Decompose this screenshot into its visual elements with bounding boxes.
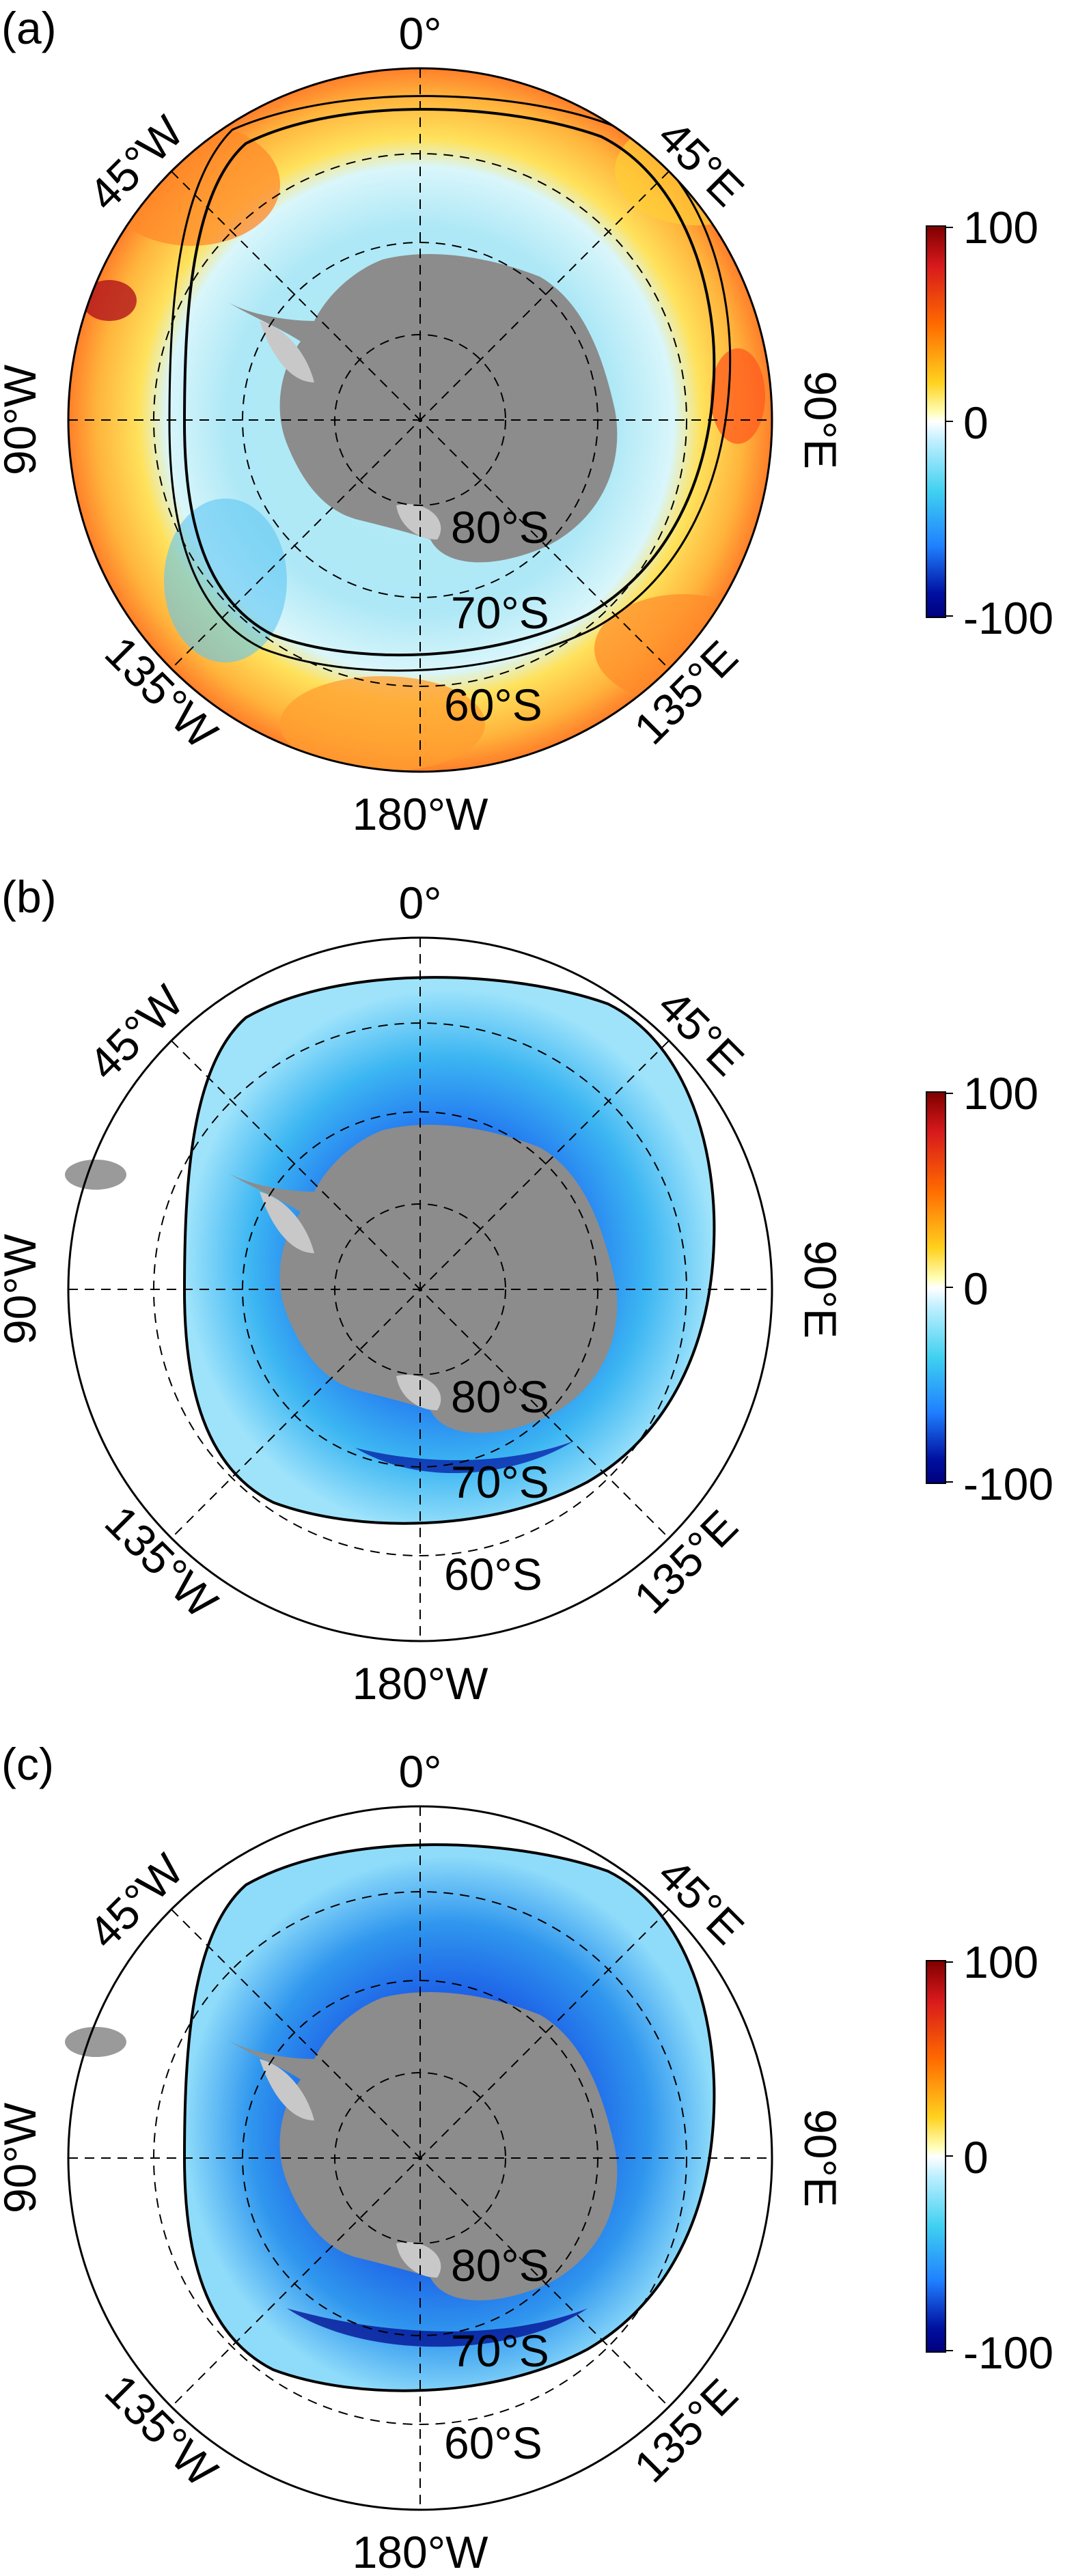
colorbar-mid-label: 0 <box>963 2132 989 2183</box>
lat-label: 60°S <box>444 1549 542 1599</box>
antarctica-landmass <box>225 254 618 563</box>
colorbar-tick <box>946 615 953 617</box>
anomaly-patch <box>711 348 765 444</box>
lon-label-e: 90°E <box>795 2109 846 2207</box>
lon-label-bottom: 180°W <box>353 789 489 839</box>
panel-label: (c) <box>1 1739 54 1789</box>
ice-shelf <box>260 1192 441 1410</box>
colorbar-mid-label: 0 <box>963 1263 989 1314</box>
lat-label: 60°S <box>444 2418 542 2468</box>
panel-label: (a) <box>1 3 57 53</box>
lon-label-top: 0° <box>398 878 441 928</box>
colorbar-max-label: 100 <box>963 1937 1039 1987</box>
lat-label: 80°S <box>451 2240 549 2291</box>
anomaly-patch <box>280 676 485 772</box>
polar-map: 0° 45°W 45°E 90°W 90°E 135°W 135°E 180°W… <box>0 8 846 839</box>
lon-label-bottom: 180°W <box>353 2527 489 2576</box>
anomaly-patch <box>82 280 137 321</box>
polar-map: 0° 45°W 45°E 90°W 90°E 135°W 135°E 180°W… <box>0 878 846 1709</box>
ice-edge-contour <box>182 108 716 657</box>
anomaly-patch <box>164 499 287 662</box>
colorbar-tick <box>946 1093 953 1094</box>
colorbar-max-label: 100 <box>963 1068 1039 1119</box>
colorbar-min-label: -100 <box>963 593 1054 643</box>
colorbar <box>926 1960 946 2353</box>
antarctica-landmass <box>225 1125 618 1433</box>
lat-label: 70°S <box>451 2325 549 2376</box>
colorbar-min-label: -100 <box>963 2327 1054 2378</box>
lon-label-top: 0° <box>398 1746 441 1797</box>
island <box>65 1160 126 1190</box>
colorbar <box>926 1091 946 1484</box>
colorbar-tick <box>946 227 953 228</box>
antarctica-landmass <box>225 1992 618 2301</box>
meridian-line <box>171 171 670 669</box>
colorbar-tick <box>946 421 953 422</box>
lon-label-w: 90°W <box>0 364 45 475</box>
polar-map: 0° 45°W 45°E 90°W 90°E 135°W 135°E 180°W… <box>0 1746 846 2576</box>
lat-label: 80°S <box>451 502 549 552</box>
meridian-line <box>171 1909 670 2407</box>
lon-label-e: 90°E <box>795 1240 846 1339</box>
panel-a: (a) <box>0 0 1076 860</box>
colorbar-min-label: -100 <box>963 1459 1054 1509</box>
colorbar-tick <box>946 1961 953 1963</box>
colorbar <box>926 225 946 618</box>
panel-c: (c) 0° 45°W 45°E 90°W 90°E 135°W 135°E <box>0 1721 1076 2576</box>
ice-shelf <box>260 321 441 540</box>
ice-shelf <box>260 2059 441 2278</box>
lat-label: 80°S <box>451 1371 549 1422</box>
lon-label-w: 90°W <box>0 1233 45 1345</box>
lon-label-bottom: 180°W <box>353 1658 489 1709</box>
colorbar-tick <box>946 2350 953 2351</box>
lon-label-w: 90°W <box>0 2102 45 2213</box>
panel-b: (b) 0° 45°W 45°E 90°W 90°E 135°W 135°E <box>0 860 1076 1721</box>
anomaly-patch <box>355 1441 574 1474</box>
lat-label: 60°S <box>444 680 542 730</box>
lat-label: 70°S <box>451 1457 549 1507</box>
colorbar-mid-label: 0 <box>963 397 989 448</box>
colorbar-tick <box>946 1287 953 1288</box>
panel-label: (b) <box>1 871 57 922</box>
lon-label-top: 0° <box>398 8 441 59</box>
colorbar-tick <box>946 2155 953 2157</box>
lat-label: 70°S <box>451 587 549 638</box>
island <box>65 2027 126 2057</box>
colorbar-max-label: 100 <box>963 202 1039 253</box>
lon-label-e: 90°E <box>795 371 846 469</box>
colorbar-tick <box>946 1481 953 1483</box>
meridian-line <box>171 1040 670 1539</box>
ice-edge-contour <box>168 95 732 672</box>
anomaly-patch <box>287 2308 588 2347</box>
